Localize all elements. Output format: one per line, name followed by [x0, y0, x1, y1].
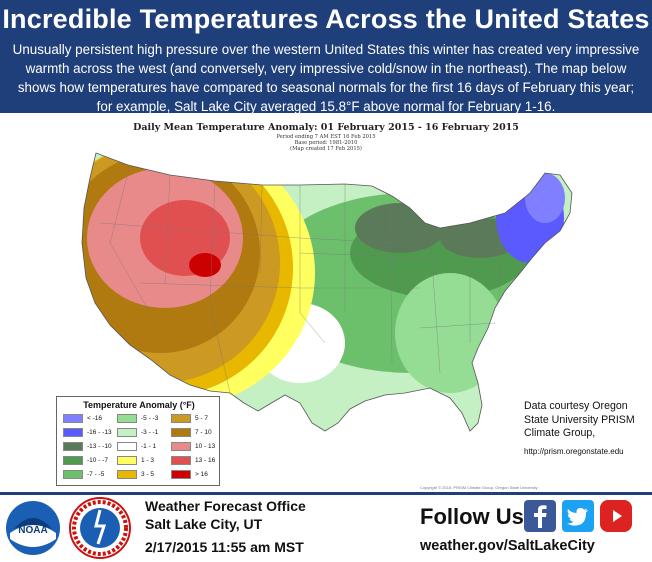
legend-swatch — [117, 456, 137, 465]
legend-swatch — [63, 428, 83, 437]
office-name: Weather Forecast Office — [145, 498, 306, 514]
us-outline — [81, 152, 573, 432]
legend-swatch — [117, 442, 137, 451]
legend-item: -5 - -3 — [117, 414, 169, 424]
legend-item: 3 - 5 — [117, 470, 169, 480]
legend-label: 7 - 10 — [195, 429, 212, 436]
legend-swatch — [63, 470, 83, 479]
legend-item: -1 - 1 — [117, 442, 169, 452]
map-subtitle-line: Period ending 7 AM EST 16 Feb 2015 — [276, 134, 376, 140]
follow-us-label: Follow Us: — [420, 504, 532, 529]
legend-swatch — [171, 470, 191, 479]
legend-label: -7 - -5 — [87, 471, 105, 478]
legend-label: -16 - -13 — [87, 429, 112, 436]
map-subtitle-line: Base period: 1981-2010 — [294, 140, 358, 146]
legend-swatch — [171, 442, 191, 451]
state-boundaries — [99, 164, 501, 394]
legend-swatch — [63, 456, 83, 465]
youtube-icon[interactable] — [600, 500, 632, 532]
legend-item: 10 - 13 — [171, 442, 223, 452]
legend-item: -13 - -10 — [63, 442, 115, 452]
legend-swatch — [117, 414, 137, 423]
legend-item: -10 - -7 — [63, 456, 115, 466]
legend-item: 13 - 16 — [171, 456, 223, 466]
twitter-icon[interactable] — [562, 500, 594, 532]
legend-label: < -16 — [87, 415, 102, 422]
data-courtesy-url[interactable]: http://prism.oregonstate.edu — [524, 447, 624, 456]
legend-swatch — [63, 414, 83, 423]
map-legend: Temperature Anomaly (°F) < -16 -16 - -13 -… — [56, 396, 220, 486]
legend-label: -10 - -7 — [87, 457, 108, 464]
facebook-icon[interactable] — [524, 500, 556, 532]
legend-label: 5 - 7 — [195, 415, 209, 422]
legend-label: -13 - -10 — [87, 443, 112, 450]
legend-item: -3 - -1 — [117, 428, 169, 438]
legend-item: -7 - -5 — [63, 470, 115, 480]
nws-logo-icon — [69, 497, 131, 559]
footer-divider — [0, 492, 652, 495]
map-copyright: Copyright © 2015, PRISM Climate Group, O… — [420, 485, 538, 490]
legend-label: > 16 — [195, 471, 208, 478]
legend-item: 1 - 3 — [117, 456, 169, 466]
legend-item: 5 - 7 — [171, 414, 223, 424]
timestamp: 2/17/2015 11:55 am MST — [145, 539, 304, 555]
map-subtitle-line: (Map created 17 Feb 2015) — [290, 146, 362, 152]
legend-label: -5 - -3 — [141, 415, 159, 422]
legend-item: < -16 — [63, 414, 115, 424]
header-banner: Incredible Temperatures Across the Unite… — [0, 0, 652, 114]
legend-label: -1 - 1 — [141, 443, 157, 450]
legend-swatch — [63, 442, 83, 451]
legend-label: 3 - 5 — [141, 471, 155, 478]
noaa-logo-text: NOAA — [18, 525, 47, 536]
map-area: Daily Mean Temperature Anomaly: 01 Febru… — [0, 113, 652, 492]
legend-label: 10 - 13 — [195, 443, 216, 450]
legend-title: Temperature Anomaly (°F) — [83, 400, 195, 410]
header-description: Unusually persistent high pressure over … — [12, 42, 640, 114]
legend-swatch — [117, 470, 137, 479]
map-title: Daily Mean Temperature Anomaly: 01 Febru… — [133, 122, 519, 133]
legend-label: 13 - 16 — [195, 457, 216, 464]
data-courtesy: Data courtesy Oregon State University PR… — [524, 400, 635, 439]
legend-swatch — [171, 414, 191, 423]
legend-swatch — [171, 456, 191, 465]
legend-swatch — [117, 428, 137, 437]
legend-label: -3 - -1 — [141, 429, 159, 436]
legend-label: 1 - 3 — [141, 457, 155, 464]
office-location: Salt Lake City, UT — [145, 516, 263, 532]
legend-swatch — [171, 428, 191, 437]
footer: NOAA Weather Forecast Office Salt Lake C… — [0, 492, 652, 562]
website-link[interactable]: weather.gov/SaltLakeCity — [420, 538, 595, 554]
noaa-logo-icon: NOAA — [6, 501, 60, 555]
legend-item: 7 - 10 — [171, 428, 223, 438]
page-title: Incredible Temperatures Across the Unite… — [2, 4, 650, 34]
temperature-anomaly-map — [81, 152, 573, 432]
legend-item: > 16 — [171, 470, 223, 480]
legend-item: -16 - -13 — [63, 428, 115, 438]
